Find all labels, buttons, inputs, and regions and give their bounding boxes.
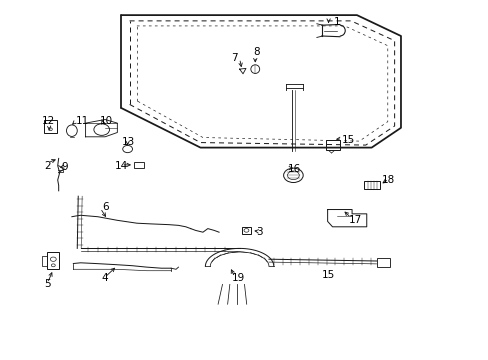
Text: 15: 15	[341, 135, 354, 145]
Text: 15: 15	[321, 270, 335, 280]
Text: 13: 13	[121, 137, 135, 147]
Text: 11: 11	[75, 116, 89, 126]
Bar	[364, 181, 379, 189]
Text: 17: 17	[348, 215, 362, 225]
Bar	[325, 140, 340, 150]
Bar	[47, 252, 59, 269]
Text: 14: 14	[114, 161, 128, 171]
Text: 18: 18	[381, 175, 395, 185]
Text: 12: 12	[42, 116, 56, 126]
Text: 10: 10	[100, 116, 113, 126]
Text: 7: 7	[231, 53, 238, 63]
Text: 2: 2	[44, 161, 51, 171]
Text: 5: 5	[44, 279, 51, 289]
Bar	[44, 120, 57, 133]
Text: 8: 8	[252, 47, 259, 57]
Text: 4: 4	[102, 273, 108, 283]
Text: 19: 19	[231, 273, 245, 283]
Text: 6: 6	[102, 202, 108, 212]
Text: 9: 9	[61, 162, 68, 172]
Text: 16: 16	[287, 164, 301, 174]
Bar	[241, 227, 251, 234]
Text: 1: 1	[333, 17, 340, 27]
Bar	[376, 258, 389, 267]
Bar	[134, 162, 143, 168]
Text: 3: 3	[255, 227, 262, 237]
